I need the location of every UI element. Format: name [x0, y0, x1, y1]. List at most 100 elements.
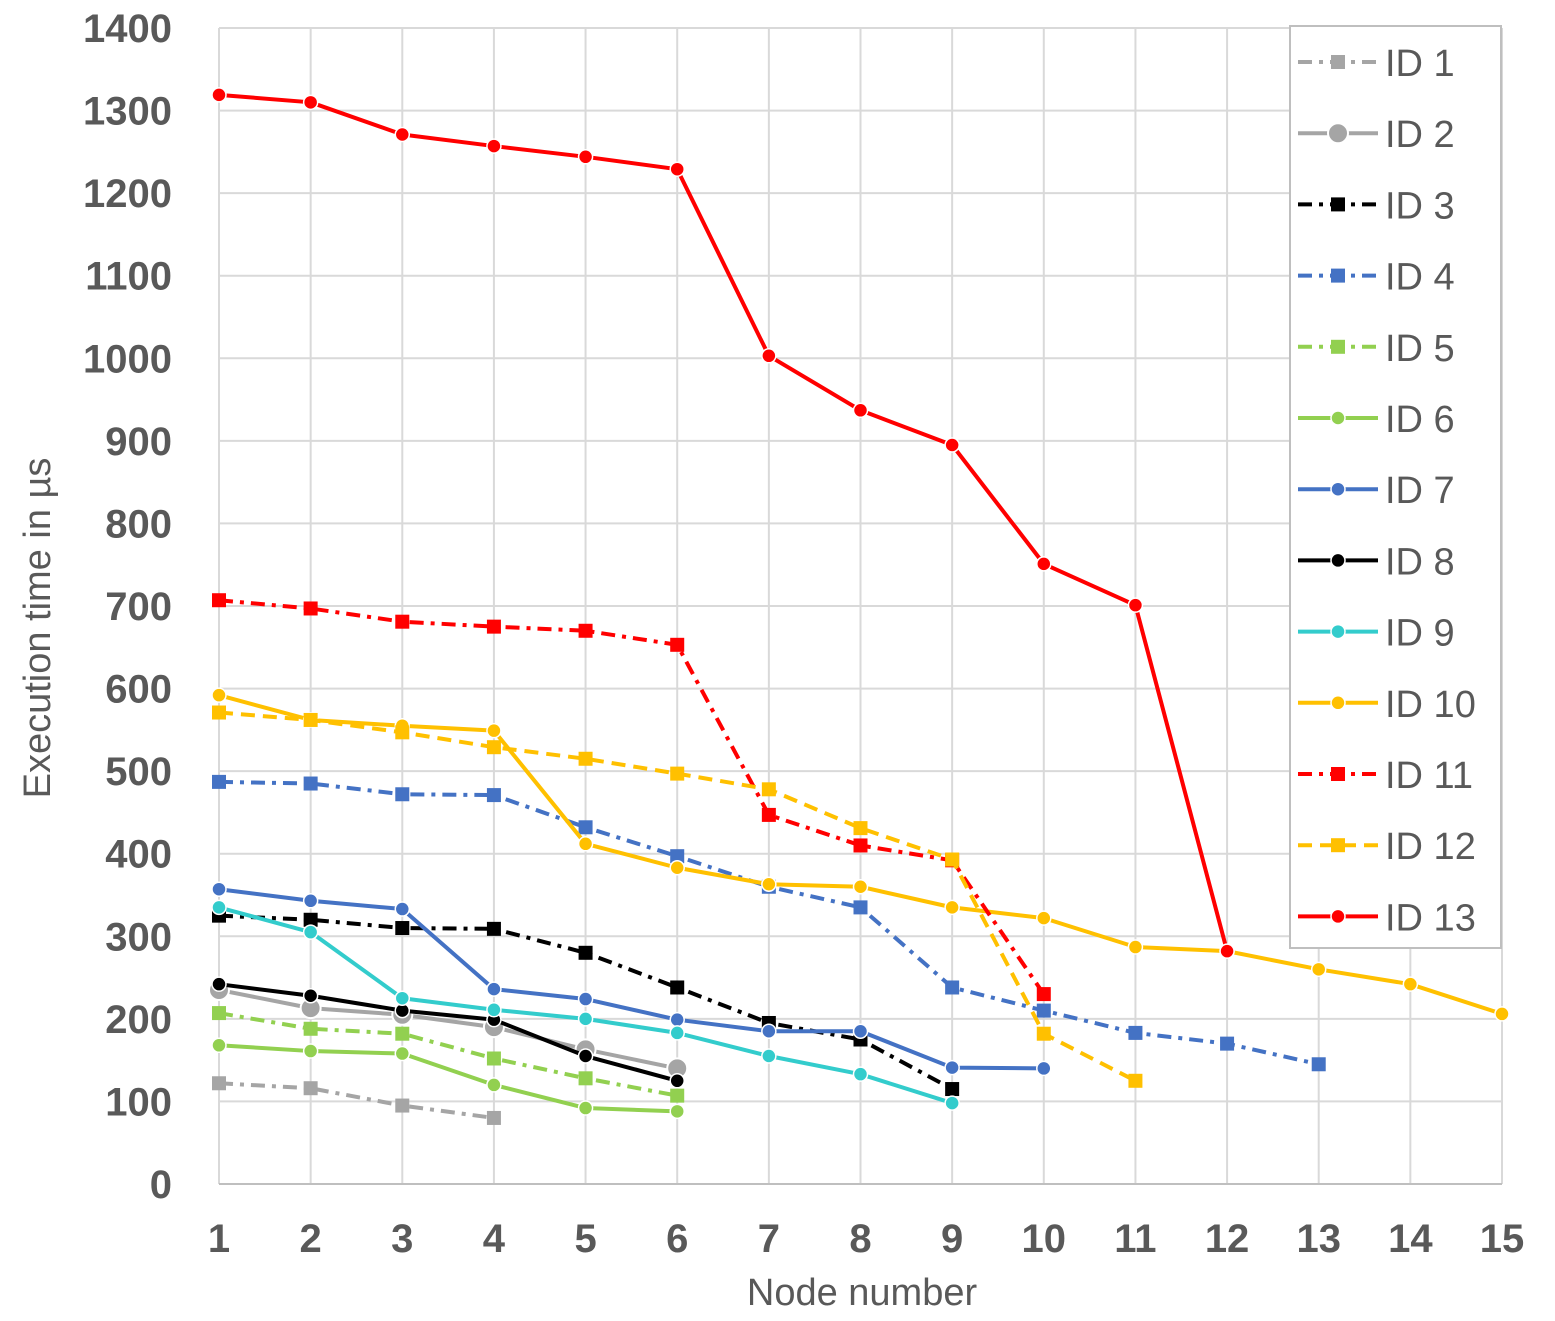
data-point-id-3	[486, 921, 501, 936]
data-point-id-7	[577, 991, 594, 1007]
legend-label: ID 2	[1385, 114, 1455, 156]
data-point-id-6	[577, 1100, 594, 1116]
y-tick-label: 1100	[85, 255, 172, 299]
x-tick-label: 1	[208, 1217, 230, 1261]
x-tick-label: 7	[758, 1217, 780, 1261]
data-point-id-11	[853, 838, 868, 853]
data-point-id-5	[303, 1021, 318, 1036]
legend-label: ID 5	[1385, 328, 1455, 370]
data-point-id-9	[302, 924, 319, 940]
data-point-id-7	[302, 893, 319, 909]
legend-swatch-marker	[1331, 197, 1345, 212]
data-point-id-11	[395, 614, 410, 629]
legend-label: ID 7	[1385, 470, 1455, 512]
data-point-id-10	[211, 687, 227, 703]
x-tick-label: 2	[300, 1217, 322, 1261]
series-id-10	[211, 687, 1510, 1022]
data-point-id-13	[944, 437, 960, 453]
data-point-id-7	[1036, 1060, 1052, 1077]
legend-swatch-marker	[1331, 767, 1345, 781]
x-tick-label: 5	[574, 1217, 596, 1261]
data-point-id-6	[211, 1037, 227, 1054]
legend-swatch-marker	[1327, 122, 1349, 145]
data-point-id-13	[761, 348, 777, 364]
data-point-id-13	[302, 94, 319, 111]
data-point-id-11	[670, 637, 685, 652]
data-point-id-12	[1128, 1073, 1143, 1088]
legend-label: ID 11	[1385, 755, 1473, 797]
data-point-id-6	[302, 1043, 319, 1059]
x-tick-label: 4	[483, 1217, 506, 1261]
legend: ID 1 ID 2 ID 3 ID 4 ID 5 ID 6 ID 7 ID 8 ID 9 ID 1…	[1289, 25, 1502, 949]
data-point-id-13	[394, 126, 411, 143]
data-point-id-12	[1036, 1026, 1051, 1041]
y-tick-label: 900	[105, 420, 172, 464]
legend-swatch-marker	[1330, 623, 1346, 640]
legend-label: ID 3	[1385, 185, 1455, 227]
data-point-id-12	[212, 705, 226, 720]
data-point-id-6	[486, 1077, 502, 1093]
data-point-id-9	[394, 990, 411, 1006]
data-point-id-3	[945, 1082, 960, 1097]
legend-label: ID 6	[1385, 399, 1455, 441]
legend-item-id-11: ID 11	[1298, 755, 1473, 797]
series-line-id-13	[218, 92, 1230, 952]
data-point-id-3	[670, 980, 685, 995]
data-point-id-13	[211, 87, 227, 103]
data-point-id-7	[486, 981, 502, 997]
series-id-11	[212, 593, 1051, 1002]
data-point-id-13	[1219, 943, 1235, 959]
x-tick-label: 15	[1480, 1217, 1525, 1261]
data-point-id-7	[669, 1011, 685, 1028]
data-point-id-11	[486, 619, 501, 634]
x-tick-label: 6	[666, 1217, 688, 1261]
series-line-id-2	[218, 987, 678, 1071]
series-line-id-1	[218, 1081, 495, 1120]
legend-box	[1289, 25, 1502, 949]
legend-label: ID 9	[1385, 613, 1455, 655]
series-id-1	[212, 1076, 501, 1125]
data-point-id-12	[945, 852, 960, 867]
data-point-id-4	[853, 900, 868, 915]
y-tick-label: 500	[105, 750, 172, 794]
legend-item-id-5: ID 5	[1298, 328, 1455, 370]
data-point-id-11	[303, 601, 318, 616]
data-point-id-1	[486, 1110, 501, 1125]
data-point-id-4	[1036, 1003, 1051, 1018]
data-point-id-4	[212, 774, 226, 789]
data-point-id-9	[211, 899, 227, 916]
series-line-id-8	[218, 982, 678, 1083]
data-point-id-4	[1311, 1057, 1326, 1072]
series-id-13	[211, 87, 1235, 959]
data-point-id-13	[852, 402, 869, 419]
data-point-id-9	[486, 1002, 502, 1018]
y-tick-label: 800	[105, 502, 172, 546]
data-point-id-10	[761, 876, 777, 893]
data-point-id-12	[578, 751, 593, 766]
y-tick-label: 100	[105, 1080, 172, 1124]
legend-item-id-2: ID 2	[1298, 114, 1455, 156]
legend-item-id-13: ID 13	[1298, 897, 1476, 939]
data-point-id-12	[853, 821, 868, 836]
data-point-id-13	[577, 149, 594, 165]
series-id-3	[212, 908, 960, 1097]
data-point-id-8	[211, 976, 227, 992]
data-point-id-9	[669, 1025, 685, 1041]
data-point-id-13	[669, 161, 685, 177]
series-line-id-7	[218, 887, 1044, 1071]
data-point-id-13	[1127, 597, 1144, 613]
data-point-id-1	[212, 1076, 226, 1091]
data-point-id-5	[212, 1006, 226, 1021]
data-point-id-12	[670, 766, 685, 781]
legend-swatch-marker	[1331, 339, 1345, 354]
data-point-id-10	[1036, 910, 1052, 926]
y-tick-label: 1000	[83, 337, 172, 381]
legend-label: ID 1	[1385, 43, 1455, 85]
legend-swatch-marker	[1330, 908, 1346, 925]
legend-label: ID 13	[1385, 897, 1476, 939]
legend-swatch-marker	[1330, 695, 1346, 711]
data-point-id-6	[669, 1103, 685, 1120]
data-point-id-11	[212, 593, 226, 608]
